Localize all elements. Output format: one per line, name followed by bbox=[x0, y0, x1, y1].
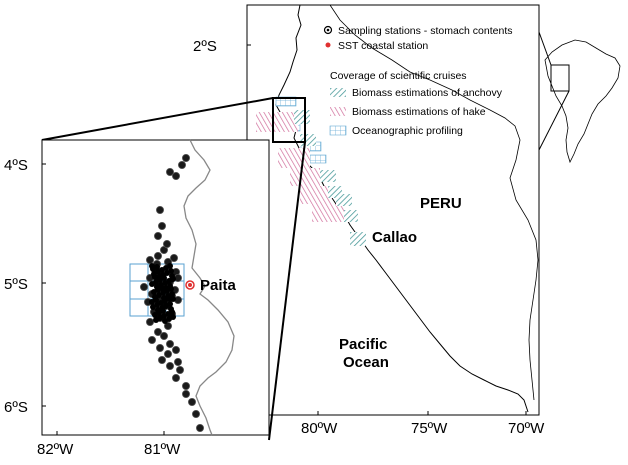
legend-oceano-swatch bbox=[329, 125, 347, 136]
label-peru: PERU bbox=[420, 195, 462, 212]
inset-lon-label-82w: 82ºW bbox=[37, 441, 74, 458]
sst-station-legend-marker bbox=[325, 42, 331, 48]
sampling-station-marker bbox=[169, 309, 175, 315]
south-america-locator bbox=[544, 39, 621, 164]
inset-lat-label-4s: 4ºS bbox=[4, 157, 28, 174]
sampling-station-marker bbox=[145, 255, 154, 264]
sampling-station-marker bbox=[139, 282, 148, 291]
sampling-station-marker bbox=[168, 286, 174, 292]
sampling-station-marker bbox=[167, 263, 173, 269]
sampling-station-marker bbox=[175, 365, 184, 374]
sampling-station-marker bbox=[154, 264, 160, 270]
sampling-station-marker bbox=[165, 339, 174, 348]
sampling-station-marker bbox=[170, 276, 176, 282]
sampling-station-marker bbox=[157, 221, 166, 230]
sampling-station-marker bbox=[171, 171, 180, 180]
legend-anchovy-swatch bbox=[330, 88, 346, 97]
legend-hake: Biomass estimations of hake bbox=[352, 106, 486, 118]
label-pacific: Pacific bbox=[339, 336, 387, 353]
legend-sampling: Sampling stations - stomach contents bbox=[338, 25, 513, 37]
sampling-station-marker bbox=[152, 274, 158, 280]
sampling-station-marker bbox=[195, 423, 204, 432]
sampling-station-marker bbox=[181, 389, 190, 398]
sampling-station-marker bbox=[155, 343, 164, 352]
sampling-station-marker bbox=[163, 349, 172, 358]
sampling-station-marker bbox=[171, 345, 180, 354]
sampling-station-marker bbox=[157, 355, 166, 364]
border-line bbox=[329, 4, 539, 401]
sampling-station-marker bbox=[173, 357, 182, 366]
inset-lat-label-6s: 6ºS bbox=[4, 399, 28, 416]
main-map-frame bbox=[246, 4, 540, 416]
anchovy-biomass-areas bbox=[294, 110, 366, 246]
main-lon-label-75: 75ºW bbox=[411, 420, 448, 437]
inset-lon-label-81w: 81ºW bbox=[144, 441, 181, 458]
sampling-station-marker bbox=[153, 231, 162, 240]
sampling-station-marker bbox=[153, 327, 162, 336]
inset-coastline bbox=[183, 139, 235, 436]
sampling-station-marker bbox=[147, 335, 156, 344]
inset-lat-label-5s: 5ºS bbox=[4, 276, 28, 293]
label-ocean: Ocean bbox=[343, 354, 389, 371]
sampling-station-marker bbox=[153, 251, 162, 260]
hake-biomass-areas bbox=[256, 112, 344, 222]
sampling-station-marker bbox=[160, 308, 166, 314]
label-callao: Callao bbox=[372, 229, 417, 246]
main-lon-label-80: 80ºW bbox=[301, 420, 338, 437]
sampling-station-marker bbox=[169, 253, 178, 262]
sampling-station-marker bbox=[165, 361, 174, 370]
legend-oceano: Oceanographic profiling bbox=[352, 125, 463, 137]
sampling-station-marker bbox=[161, 275, 167, 281]
label-paita: Paita bbox=[200, 277, 237, 294]
sampling-station-marker bbox=[171, 373, 180, 382]
main-lon-label-70: 70ºW bbox=[508, 420, 545, 437]
sampling-station-marker bbox=[168, 268, 174, 274]
legend: Sampling stations - stomach contents SST… bbox=[323, 25, 513, 137]
legend-sst: SST coastal station bbox=[338, 40, 428, 52]
sampling-station-marker bbox=[163, 321, 172, 330]
sampling-station-marker bbox=[145, 317, 154, 326]
sampling-station-marker bbox=[170, 314, 176, 320]
sampling-station-marker bbox=[191, 409, 200, 418]
legend-anchovy: Biomass estimations of anchovy bbox=[352, 87, 503, 99]
sampling-station-marker bbox=[181, 153, 190, 162]
sampling-station-marker bbox=[177, 160, 186, 169]
sampling-station-marker bbox=[167, 301, 173, 307]
main-lat-label: 2ºS bbox=[193, 38, 217, 55]
sampling-station-marker bbox=[155, 205, 164, 214]
sampling-station-marker bbox=[165, 167, 174, 176]
sampling-station-marker bbox=[169, 291, 175, 297]
sampling-station-marker bbox=[159, 285, 165, 291]
sampling-stations bbox=[139, 153, 204, 432]
sampling-station-marker bbox=[181, 381, 190, 390]
legend-coverage-title: Coverage of scientific cruises bbox=[330, 70, 467, 82]
sampling-station-marker bbox=[159, 331, 168, 340]
locator-box bbox=[550, 64, 570, 92]
sampling-station-marker bbox=[187, 397, 196, 406]
sampling-station-marker bbox=[153, 297, 159, 303]
zoom-box bbox=[272, 97, 306, 143]
sampling-station-marker bbox=[166, 296, 172, 302]
sampling-station-marker bbox=[162, 239, 171, 248]
legend-hake-swatch bbox=[330, 107, 346, 116]
